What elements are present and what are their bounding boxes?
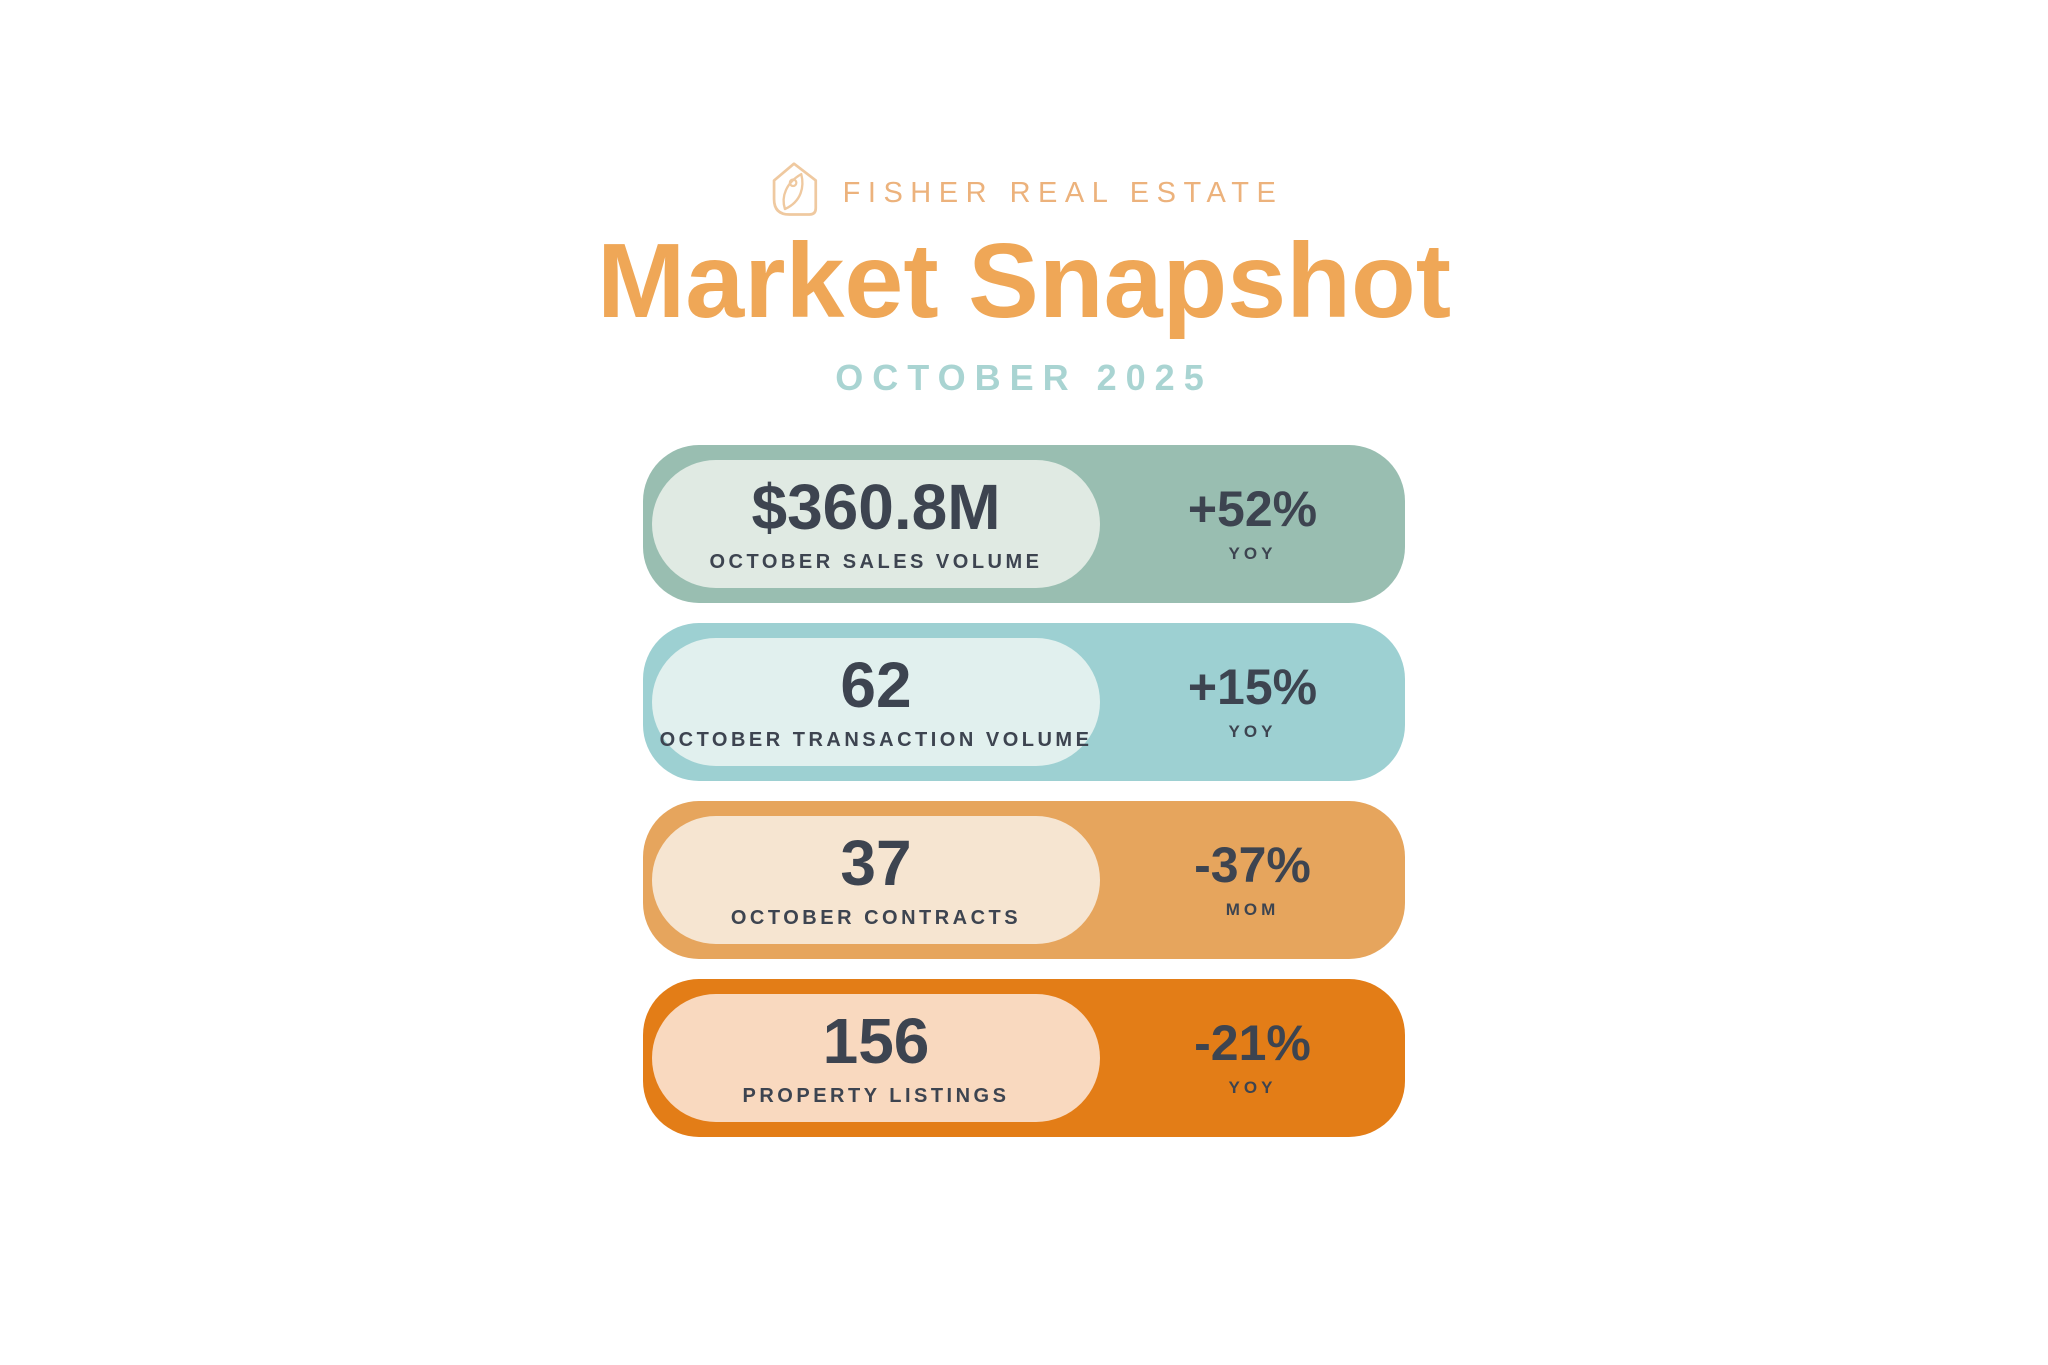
stat-delta-period: YOY <box>1228 544 1277 564</box>
stat-card-list: $360.8M OCTOBER SALES VOLUME +52% YOY 62… <box>643 445 1405 1138</box>
stat-delta-zone: -21% YOY <box>1100 979 1405 1137</box>
stat-delta-zone: +52% YOY <box>1100 445 1405 603</box>
stat-label: OCTOBER TRANSACTION VOLUME <box>659 728 1093 751</box>
stat-inner-pill: 156 PROPERTY LISTINGS <box>652 994 1100 1123</box>
stat-card-contracts: 37 OCTOBER CONTRACTS -37% MOM <box>643 801 1405 960</box>
stat-label: OCTOBER SALES VOLUME <box>709 550 1043 573</box>
stat-delta-zone: -37% MOM <box>1100 801 1405 959</box>
stat-delta-period: MOM <box>1225 900 1280 920</box>
stat-inner-pill: $360.8M OCTOBER SALES VOLUME <box>652 460 1100 589</box>
stat-value: $360.8M <box>751 470 1001 543</box>
stat-inner-pill: 62 OCTOBER TRANSACTION VOLUME <box>652 638 1100 767</box>
page-subtitle: OCTOBER 2025 <box>835 357 1213 399</box>
stat-delta: +52% <box>1187 481 1318 538</box>
house-leaf-icon <box>772 162 817 216</box>
stat-delta-period: YOY <box>1228 722 1277 742</box>
page-title: Market Snapshot <box>596 222 1452 340</box>
brand-header: FISHER REAL ESTATE <box>0 156 2048 224</box>
stat-card-transaction-volume: 62 OCTOBER TRANSACTION VOLUME +15% YOY <box>643 623 1405 782</box>
stat-delta-zone: +15% YOY <box>1100 623 1405 781</box>
stat-delta: +15% <box>1187 659 1318 716</box>
stat-delta-period: YOY <box>1228 1078 1277 1098</box>
stat-card-property-listings: 156 PROPERTY LISTINGS -21% YOY <box>643 979 1405 1138</box>
stat-delta: -37% <box>1194 837 1311 894</box>
stat-inner-pill: 37 OCTOBER CONTRACTS <box>652 816 1100 945</box>
stat-label: PROPERTY LISTINGS <box>742 1084 1010 1107</box>
stat-card-sales-volume: $360.8M OCTOBER SALES VOLUME +52% YOY <box>643 445 1405 604</box>
stat-value: 156 <box>822 1004 930 1077</box>
brand-name: FISHER REAL ESTATE <box>842 176 1284 209</box>
stat-label: OCTOBER CONTRACTS <box>730 906 1022 929</box>
stat-delta: -21% <box>1194 1015 1311 1072</box>
stat-value: 62 <box>840 648 912 721</box>
stat-value: 37 <box>840 826 912 899</box>
